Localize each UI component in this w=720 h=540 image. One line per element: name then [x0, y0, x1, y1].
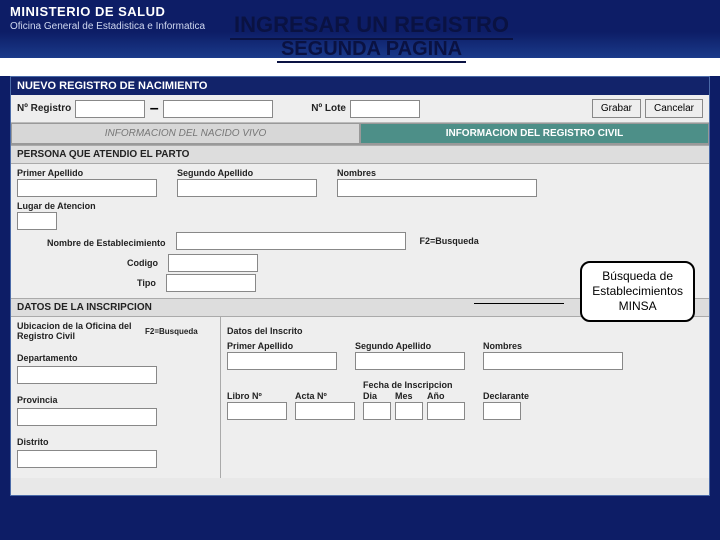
declarante-field[interactable]	[483, 402, 521, 420]
slide-footer	[0, 496, 720, 540]
nregistro-label: Nº Registro	[17, 103, 71, 114]
parto-primer-label: Primer Apellido	[17, 168, 167, 178]
insc-nombres-label: Nombres	[483, 341, 703, 351]
section-parto: PERSONA QUE ATENDIO EL PARTO	[11, 145, 709, 164]
dist-field[interactable]	[17, 450, 157, 468]
nlote-label: Nº Lote	[311, 103, 346, 114]
prov-field[interactable]	[17, 408, 157, 426]
insc-segundo-field[interactable]	[355, 352, 465, 370]
f2-busqueda-ubic[interactable]: F2=Busqueda	[145, 327, 198, 336]
insc-primer-label: Primer Apellido	[227, 341, 347, 351]
insc-primer-field[interactable]	[227, 352, 337, 370]
dialog-titlebar: NUEVO REGISTRO DE NACIMIENTO	[11, 77, 709, 95]
dia-field[interactable]	[363, 402, 391, 420]
depto-field[interactable]	[17, 366, 157, 384]
libro-label: Libro Nº	[227, 391, 287, 401]
title-line-1: INGRESAR UN REGISTRO	[230, 12, 513, 40]
parto-segundo-label: Segundo Apellido	[177, 168, 327, 178]
acta-label: Acta Nº	[295, 391, 355, 401]
tab-bar: INFORMACION DEL NACIDO VIVO INFORMACION …	[11, 123, 709, 145]
inscripcion-form: Ubicacion de la Oficina del Registro Civ…	[11, 317, 709, 478]
mes-label: Mes	[395, 391, 423, 401]
ano-field[interactable]	[427, 402, 465, 420]
declarante-label: Declarante	[483, 391, 529, 401]
dia-label: Dia	[363, 391, 391, 401]
tipo-field[interactable]	[166, 274, 256, 292]
mes-field[interactable]	[395, 402, 423, 420]
grabar-button[interactable]: Grabar	[592, 99, 641, 118]
cancelar-button[interactable]: Cancelar	[645, 99, 703, 118]
registro-row: Nº Registro – Nº Lote Grabar Cancelar	[11, 95, 709, 123]
lugar-label: Lugar de Atencion	[17, 201, 96, 211]
nregistro-field-2[interactable]	[163, 100, 273, 118]
insc-nombres-field[interactable]	[483, 352, 623, 370]
callout-line-3: MINSA	[592, 299, 683, 314]
tipo-label: Tipo	[137, 278, 156, 288]
callout-line-2: Establecimientos	[592, 284, 683, 299]
title-line-2: SEGUNDA PAGINA	[277, 38, 466, 63]
slide-header: MINISTERIO DE SALUD Oficina General de E…	[0, 0, 720, 58]
parto-segundo-field[interactable]	[177, 179, 317, 197]
slide-title: INGRESAR UN REGISTRO SEGUNDA PAGINA	[230, 12, 513, 63]
callout-line-1: Búsqueda de	[592, 269, 683, 284]
libro-field[interactable]	[227, 402, 287, 420]
parto-primer-field[interactable]	[17, 179, 157, 197]
lugar-field[interactable]	[17, 212, 57, 230]
f2-busqueda-estab[interactable]: F2=Busqueda	[420, 236, 479, 246]
acta-field[interactable]	[295, 402, 355, 420]
parto-nombres-label: Nombres	[337, 168, 703, 178]
parto-nombres-field[interactable]	[337, 179, 537, 197]
nregistro-field-1[interactable]	[75, 100, 145, 118]
dash-icon: –	[149, 100, 159, 118]
callout-leader-line	[474, 303, 564, 304]
dialog-window: NUEVO REGISTRO DE NACIMIENTO Nº Registro…	[10, 76, 710, 496]
codigo-field[interactable]	[168, 254, 258, 272]
ubicacion-label: Ubicacion de la Oficina del Registro Civ…	[17, 321, 137, 341]
callout-bubble: Búsqueda de Establecimientos MINSA	[580, 261, 695, 322]
tab-registro-civil[interactable]: INFORMACION DEL REGISTRO CIVIL	[360, 123, 709, 144]
estab-label: Nombre de Establecimiento	[47, 238, 166, 248]
nlote-field[interactable]	[350, 100, 420, 118]
ubicacion-column: Ubicacion de la Oficina del Registro Civ…	[11, 317, 221, 478]
fecha-label: Fecha de Inscripcion	[363, 380, 465, 390]
ano-label: Año	[427, 391, 465, 401]
insc-segundo-label: Segundo Apellido	[355, 341, 475, 351]
codigo-label: Codigo	[127, 258, 158, 268]
depto-label: Departamento	[17, 353, 78, 363]
inscrito-column: Datos del Inscrito Primer Apellido Segun…	[221, 317, 709, 478]
prov-label: Provincia	[17, 395, 58, 405]
tab-nacido-vivo[interactable]: INFORMACION DEL NACIDO VIVO	[11, 123, 360, 144]
datos-inscrito-label: Datos del Inscrito	[227, 326, 303, 336]
dist-label: Distrito	[17, 437, 49, 447]
estab-field[interactable]	[176, 232, 406, 250]
